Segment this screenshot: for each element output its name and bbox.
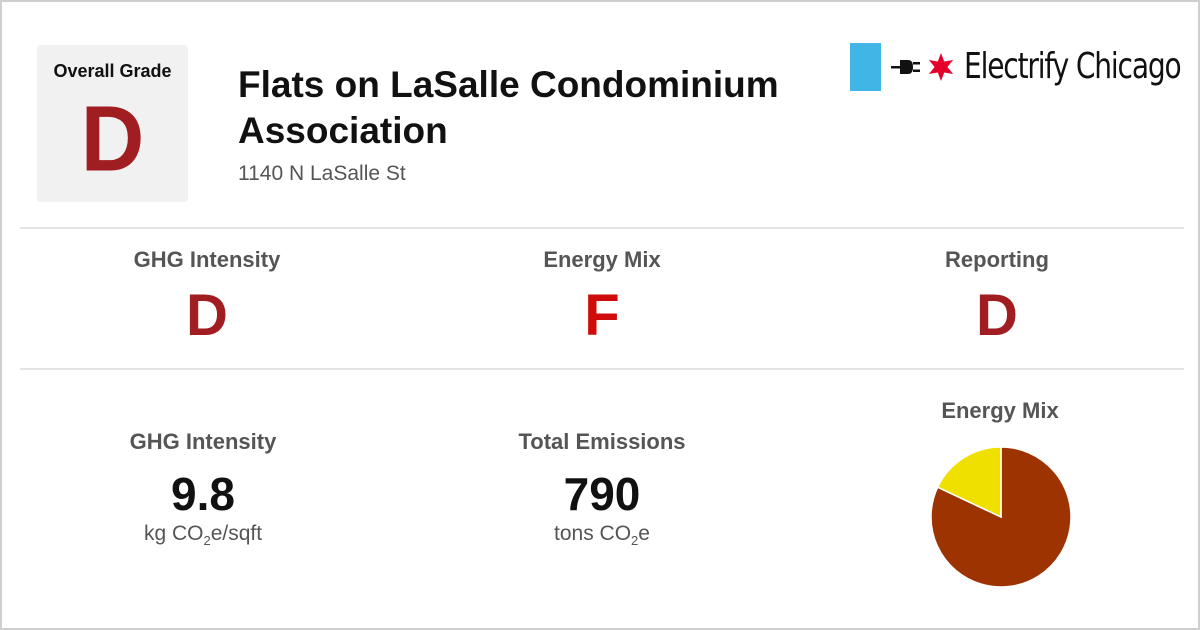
grade-ghg-intensity: GHG Intensity D — [57, 247, 357, 345]
metric-total-emissions: Total Emissions 790 tons CO2e — [452, 429, 752, 548]
grade-energy-mix: Energy Mix F — [452, 247, 752, 345]
energy-mix-title: Energy Mix — [941, 398, 1059, 423]
flag-stripe-icon — [850, 43, 881, 91]
brand-name: Electrify Chicago — [964, 46, 1182, 87]
electrify-chicago-logo: Electrify Chicago — [850, 42, 1182, 92]
metric-ghg-intensity: GHG Intensity 9.8 kg CO2e/sqft — [53, 429, 353, 548]
metric-value: 790 — [563, 468, 641, 520]
grade-reporting: Reporting D — [847, 247, 1147, 345]
grade-value: D — [186, 283, 228, 348]
grade-value: D — [976, 283, 1018, 348]
grade-label: GHG Intensity — [133, 247, 281, 272]
pie-slice-1 — [936, 446, 1002, 519]
overall-grade-box: Overall Grade D — [37, 45, 188, 202]
overall-grade-label: Overall Grade — [53, 61, 172, 81]
building-address: 1140 N LaSalle St — [238, 162, 406, 185]
grade-value: F — [584, 283, 620, 348]
overall-grade-value: D — [80, 86, 145, 191]
grade-label: Reporting — [945, 247, 1049, 272]
divider-bottom — [20, 368, 1184, 370]
metric-label: GHG Intensity — [129, 429, 277, 454]
divider-top — [20, 227, 1184, 229]
metric-label: Total Emissions — [518, 429, 686, 454]
chicago-star-icon — [928, 53, 954, 81]
grade-label: Energy Mix — [543, 247, 661, 272]
energy-mix-pie-chart — [930, 446, 1072, 588]
metric-unit: tons CO2e — [554, 521, 650, 548]
metric-value: 9.8 — [171, 468, 235, 520]
plug-icon — [891, 60, 920, 74]
metric-unit: kg CO2e/sqft — [143, 521, 263, 548]
building-name: Flats on LaSalle Condominium Association — [238, 64, 779, 151]
